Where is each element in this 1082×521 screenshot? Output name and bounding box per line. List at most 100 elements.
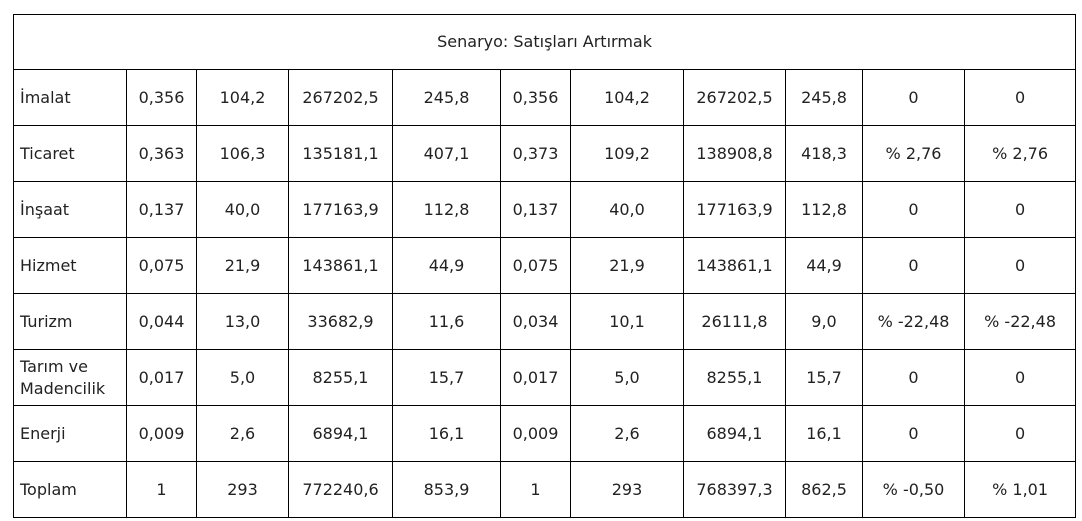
table-row: Toplam 1 293 772240,6 853,9 1 293 768397,3 862,5… xyxy=(13,461,1077,518)
table-cell: 8255,1 xyxy=(288,349,393,406)
table-cell: % 1,01 xyxy=(963,461,1077,518)
table-cell: 33682,9 xyxy=(288,293,393,350)
table-cell: 267202,5 xyxy=(683,69,786,126)
table-cell: % 2,76 xyxy=(862,125,965,182)
table-cell: 853,9 xyxy=(392,461,501,518)
table-title: Senaryo: Satışları Artırmak xyxy=(12,14,1077,70)
row-label: Toplam xyxy=(13,461,127,518)
table-cell: 772240,6 xyxy=(288,461,393,518)
table-cell: 407,1 xyxy=(392,125,501,182)
table-cell: 0,009 xyxy=(500,405,571,462)
table-cell: 0,373 xyxy=(500,125,571,182)
table-cell: 0,075 xyxy=(500,237,571,294)
table-row: Enerji 0,009 2,6 6894,1 16,1 0,009 2,6 6894,1 16… xyxy=(13,405,1077,462)
table-cell: 418,3 xyxy=(785,125,863,182)
table-cell: 2,6 xyxy=(570,405,684,462)
table-cell: 1 xyxy=(126,461,197,518)
table-cell: 0 xyxy=(862,237,965,294)
row-label: Tarım ve Madencilik xyxy=(13,349,127,406)
table-cell: 293 xyxy=(196,461,289,518)
table-cell: % -22,48 xyxy=(862,293,965,350)
table-row: Ticaret 0,363 106,3 135181,1 407,1 0,373 109,2… xyxy=(13,125,1077,182)
table-cell: 104,2 xyxy=(196,69,289,126)
row-label: İnşaat xyxy=(13,181,127,238)
table-cell: 135181,1 xyxy=(288,125,393,182)
table-cell: 9,0 xyxy=(785,293,863,350)
title-row: Senaryo: Satışları Artırmak xyxy=(12,14,1077,70)
row-label: İmalat xyxy=(13,69,127,126)
table-cell: 21,9 xyxy=(196,237,289,294)
table-cell: 21,9 xyxy=(570,237,684,294)
table-cell: 44,9 xyxy=(785,237,863,294)
table-cell: 0 xyxy=(963,69,1077,126)
table-cell: 26111,8 xyxy=(683,293,786,350)
table-cell: 0,009 xyxy=(126,405,197,462)
row-label: Ticaret xyxy=(13,125,127,182)
table-cell: 40,0 xyxy=(196,181,289,238)
table-cell: 16,1 xyxy=(785,405,863,462)
table-cell: 6894,1 xyxy=(683,405,786,462)
table-cell: 104,2 xyxy=(570,69,684,126)
table-row: Hizmet 0,075 21,9 143861,1 44,9 0,075 21,9 1438… xyxy=(13,237,1077,294)
table-cell: 245,8 xyxy=(785,69,863,126)
table-body: Senaryo: Satışları Artırmak İmalat 0,356 1… xyxy=(12,14,1077,518)
table-cell: 44,9 xyxy=(392,237,501,294)
table-cell: % 2,76 xyxy=(963,125,1077,182)
table-cell: 10,1 xyxy=(570,293,684,350)
table-cell: 40,0 xyxy=(570,181,684,238)
table-cell: 177163,9 xyxy=(288,181,393,238)
table-cell: 0 xyxy=(963,349,1077,406)
table-cell: 245,8 xyxy=(392,69,501,126)
table-cell: 0 xyxy=(862,69,965,126)
table-cell: % -22,48 xyxy=(963,293,1077,350)
table-cell: 109,2 xyxy=(570,125,684,182)
table-cell: 2,6 xyxy=(196,405,289,462)
table-cell: 0,017 xyxy=(500,349,571,406)
table-cell: 0,137 xyxy=(500,181,571,238)
data-table: Senaryo: Satışları Artırmak İmalat 0,356 1… xyxy=(12,14,1077,518)
table-cell: 0,356 xyxy=(126,69,197,126)
table-cell: 768397,3 xyxy=(683,461,786,518)
table-cell: 11,6 xyxy=(392,293,501,350)
table-cell: 0 xyxy=(963,237,1077,294)
table-cell: 5,0 xyxy=(196,349,289,406)
row-label: Hizmet xyxy=(13,237,127,294)
table-cell: 0 xyxy=(862,405,965,462)
table-cell: 5,0 xyxy=(570,349,684,406)
table-row: Turizm 0,044 13,0 33682,9 11,6 0,034 10,1 26111… xyxy=(13,293,1077,350)
table-cell: % -0,50 xyxy=(862,461,965,518)
table-cell: 862,5 xyxy=(785,461,863,518)
table-cell: 112,8 xyxy=(785,181,863,238)
table-cell: 15,7 xyxy=(392,349,501,406)
table-cell: 143861,1 xyxy=(288,237,393,294)
table-cell: 8255,1 xyxy=(683,349,786,406)
table-cell: 0,017 xyxy=(126,349,197,406)
table-cell: 0,363 xyxy=(126,125,197,182)
table-cell: 0,137 xyxy=(126,181,197,238)
table-cell: 293 xyxy=(570,461,684,518)
table-row: İnşaat 0,137 40,0 177163,9 112,8 0,137 40,0 177… xyxy=(13,181,1077,238)
row-label: Turizm xyxy=(13,293,127,350)
table-cell: 0,356 xyxy=(500,69,571,126)
table-cell: 6894,1 xyxy=(288,405,393,462)
table-cell: 0,044 xyxy=(126,293,197,350)
table-cell: 15,7 xyxy=(785,349,863,406)
table-cell: 138908,8 xyxy=(683,125,786,182)
table-cell: 0 xyxy=(862,349,965,406)
table-cell: 267202,5 xyxy=(288,69,393,126)
table-cell: 177163,9 xyxy=(683,181,786,238)
table-cell: 0,075 xyxy=(126,237,197,294)
table-cell: 16,1 xyxy=(392,405,501,462)
row-label: Enerji xyxy=(13,405,127,462)
table-cell: 1 xyxy=(500,461,571,518)
table-row: Tarım ve Madencilik 0,017 5,0 8255,1 15,7 0,0… xyxy=(13,349,1077,406)
table-row: İmalat 0,356 104,2 267202,5 245,8 0,356 104,2 2… xyxy=(13,69,1077,126)
table-cell: 0,034 xyxy=(500,293,571,350)
table-cell: 13,0 xyxy=(196,293,289,350)
table-cell: 143861,1 xyxy=(683,237,786,294)
table-cell: 106,3 xyxy=(196,125,289,182)
table-cell: 0 xyxy=(963,405,1077,462)
table-cell: 0 xyxy=(862,181,965,238)
table-cell: 0 xyxy=(963,181,1077,238)
